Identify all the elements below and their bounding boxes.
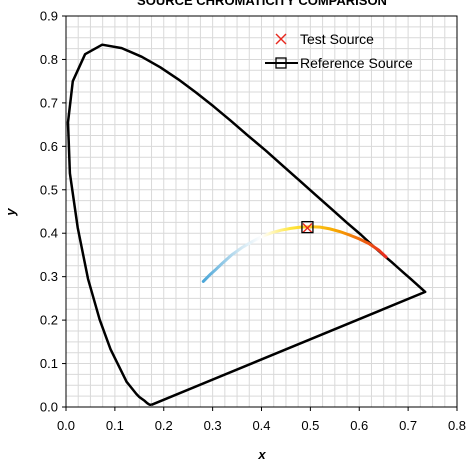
y-tick-label: 0.5 [40, 182, 58, 197]
x-tick-labels: 0.0 0.1 0.2 0.3 0.4 0.5 0.6 0.7 0.8 [57, 407, 466, 433]
legend-square-marker-icon [265, 57, 298, 69]
x-tick-label: 0.6 [350, 418, 368, 433]
square-marker [301, 220, 314, 234]
x-tick-label: 0.5 [301, 418, 319, 433]
y-tick-labels: 0.0 0.1 0.2 0.3 0.4 0.5 0.6 0.7 0.8 0.9 [40, 9, 66, 415]
x-tick-label: 0.2 [155, 418, 173, 433]
y-tick-label: 0.6 [40, 139, 58, 154]
y-tick-label: 0.7 [40, 95, 58, 110]
legend-x-marker-icon [275, 33, 287, 45]
x-tick-label: 0.0 [57, 418, 75, 433]
x-axis-label: x [257, 447, 266, 460]
planckian-locus-line [201, 225, 388, 283]
x-marker-stroke [302, 223, 313, 234]
data-markers [301, 220, 314, 234]
legend-label-test-source: Test Source [300, 31, 374, 47]
legend-item-reference-source: Reference Source [265, 55, 413, 71]
x-tick-label: 0.3 [204, 418, 222, 433]
x-tick-label: 0.4 [252, 418, 270, 433]
y-tick-label: 0.4 [40, 226, 58, 241]
chart-title: SOURCE CHROMATICITY COMPARISON [137, 0, 387, 8]
legend: Test Source Reference Source [265, 31, 413, 71]
legend-item-test-source: Test Source [275, 31, 374, 47]
x-marker-stroke [275, 33, 287, 45]
reference-source-point [301, 220, 314, 234]
y-tick-label: 0.0 [40, 400, 58, 415]
x-tick-label: 0.8 [448, 418, 466, 433]
y-tick-label: 0.2 [40, 313, 58, 328]
legend-label-reference-source: Reference Source [300, 55, 413, 71]
y-tick-label: 0.1 [40, 356, 58, 371]
y-axis-label: y [3, 208, 18, 217]
x-tick-label: 0.1 [106, 418, 124, 433]
grid [65, 15, 458, 408]
y-tick-label: 0.3 [40, 269, 58, 284]
square-marker [275, 57, 287, 69]
y-tick-label: 0.9 [40, 9, 58, 24]
y-tick-label: 0.8 [40, 52, 58, 67]
test-source-point [302, 223, 313, 234]
x-tick-label: 0.7 [399, 418, 417, 433]
